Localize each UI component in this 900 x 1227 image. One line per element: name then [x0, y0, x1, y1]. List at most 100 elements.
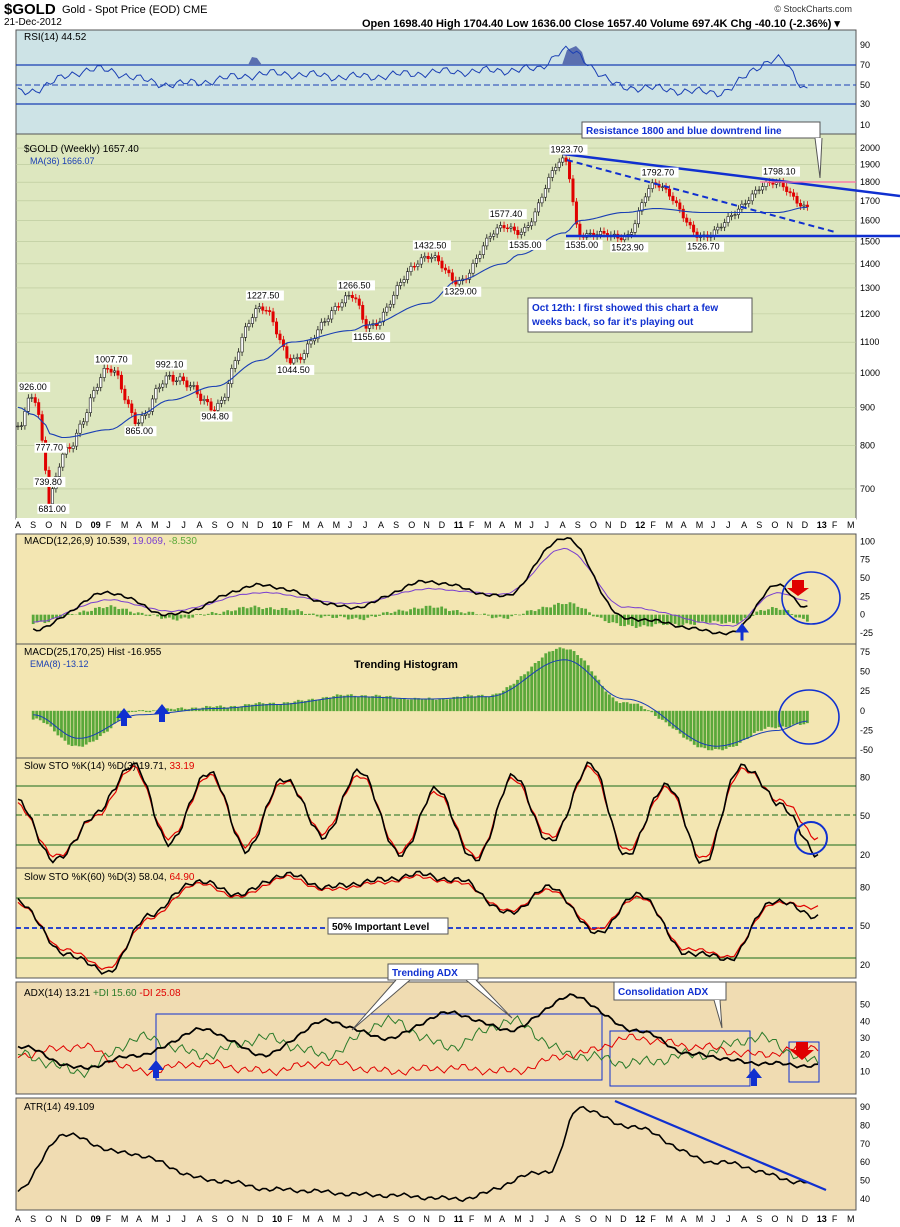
- adx-line: [17, 993, 819, 1070]
- macd2-hist-bar: [113, 710, 116, 724]
- macd1-hist-bar: [311, 613, 315, 615]
- x-axis-tick: J: [181, 520, 186, 530]
- panel-tick: 50: [860, 811, 870, 821]
- macd1-hist-bar: [518, 614, 521, 616]
- price-candle: [188, 385, 192, 388]
- rsi-tick: 50: [860, 80, 870, 90]
- macd2-hist-bar: [452, 696, 456, 712]
- x-axis-tick: J: [166, 1214, 171, 1224]
- macd2-hist-bar: [463, 696, 466, 712]
- x-axis-tick: A: [378, 1214, 384, 1224]
- x-axis-tick: F: [469, 1214, 475, 1224]
- macd2-hist-bar: [625, 702, 629, 712]
- price-candle: [671, 195, 675, 202]
- macd1-hist-bar: [55, 614, 58, 618]
- price-candle: [119, 374, 123, 390]
- price-candle: [402, 279, 406, 283]
- price-candle: [512, 226, 516, 231]
- price-candle: [347, 294, 351, 297]
- trending-adx-box: [155, 1013, 603, 1081]
- price-candle: [430, 257, 434, 259]
- macd2-hist-bar: [406, 699, 410, 712]
- macd1-hist-bar: [105, 607, 109, 615]
- price-candle: [343, 295, 347, 304]
- macd2-hist-bar: [551, 650, 555, 712]
- macd1-hist-bar: [199, 614, 202, 615]
- price-value-label-bg: [640, 167, 679, 178]
- x-axis-tick: F: [650, 1214, 656, 1224]
- price-candle: [474, 258, 478, 264]
- price-value-label: 739.80: [34, 477, 62, 487]
- price-legend-main: $GOLD (Weekly) 1657.40: [24, 144, 139, 155]
- macd1-hist-bar: [627, 614, 630, 625]
- x-axis-tick: N: [60, 520, 67, 530]
- macd1-hist-bar: [556, 602, 560, 615]
- x-axis-tick: A: [197, 1214, 203, 1224]
- x-axis-tick: N: [423, 1214, 430, 1224]
- price-candle: [630, 232, 634, 235]
- macd2-hist-bar: [445, 699, 449, 712]
- macd2-hist-bar: [335, 694, 339, 712]
- atr-ticks: 90 80 70 60 50 40: [860, 1102, 870, 1204]
- macd1-hist-bar: [697, 614, 700, 623]
- macd1-hist-bar: [405, 611, 409, 615]
- macd2-hist-bar: [272, 702, 275, 712]
- price-value-label: 1432.50: [414, 240, 447, 250]
- macd1-hist-bar: [319, 614, 323, 618]
- price-candle: [650, 182, 654, 189]
- macd1-hist-bar: [276, 609, 280, 615]
- x-axis-tick: F: [106, 1214, 112, 1224]
- trending-adx-callout-box: [387, 963, 479, 981]
- macd2-hist-bar: [636, 703, 640, 712]
- price-candle: [88, 397, 92, 414]
- macd1-hist-bar: [315, 614, 319, 617]
- macd1-hist-bar: [708, 614, 712, 623]
- macd1-hist-bar: [381, 612, 385, 615]
- x-axis-tick: O: [771, 520, 778, 530]
- price-candle: [240, 337, 244, 353]
- macd1-hist-bar: [350, 614, 354, 619]
- price-candle: [357, 298, 361, 306]
- price-candle: [788, 191, 792, 194]
- price-value-label-bg: [124, 426, 157, 437]
- x-axis-tick: S: [575, 520, 581, 530]
- macd2-hist-bar: [134, 710, 138, 712]
- macd2-hist-bar: [558, 647, 562, 712]
- price-candle: [661, 186, 665, 188]
- price-candle: [540, 196, 544, 204]
- price-value-label: 1227.50: [247, 291, 280, 301]
- x-axis-tick: M: [333, 1214, 341, 1224]
- macd2-hist-bar: [653, 710, 657, 716]
- x-axis-tick: F: [650, 520, 656, 530]
- macd2-hist-bar: [590, 671, 594, 712]
- macd1-hist-bar: [576, 606, 580, 615]
- macd1-hist-bar: [210, 611, 214, 615]
- panel-tick: 100: [860, 536, 875, 546]
- macd2-hist-bar: [710, 710, 714, 751]
- macd1-hist-bar: [525, 610, 529, 615]
- x-axis-tick: O: [227, 520, 234, 530]
- oct-callout-box: [527, 297, 753, 333]
- macd1-hist-bar: [66, 613, 70, 615]
- price-value-label: 1007.70: [95, 355, 128, 365]
- macd2-hist-bar: [307, 699, 311, 712]
- price-candle: [571, 178, 575, 203]
- sto60-legend: Slow STO %K(60) %D(3) 58.04, 64.90: [24, 872, 195, 883]
- price-candle: [406, 271, 410, 280]
- macd2-hist-bar: [240, 706, 244, 712]
- macd2-hist-bar: [38, 710, 42, 721]
- x-axis-tick: M: [665, 1214, 673, 1224]
- macd1-hist-bar: [257, 607, 261, 615]
- macd2-hist-bar: [699, 710, 703, 748]
- price-tick: 1500: [860, 236, 880, 246]
- x-axis-tick: N: [242, 520, 249, 530]
- macd2-hist-bar: [413, 697, 417, 712]
- macd2-hist-bar: [664, 710, 668, 723]
- macd1-hist-bar: [658, 614, 661, 624]
- price-candle: [457, 280, 461, 285]
- macd2-hist-bar: [731, 710, 735, 747]
- macd1-hist-bar: [665, 614, 669, 625]
- price-candle: [23, 411, 27, 427]
- x-axis-tick: J: [363, 520, 368, 530]
- macd2-hist-bar: [289, 702, 293, 712]
